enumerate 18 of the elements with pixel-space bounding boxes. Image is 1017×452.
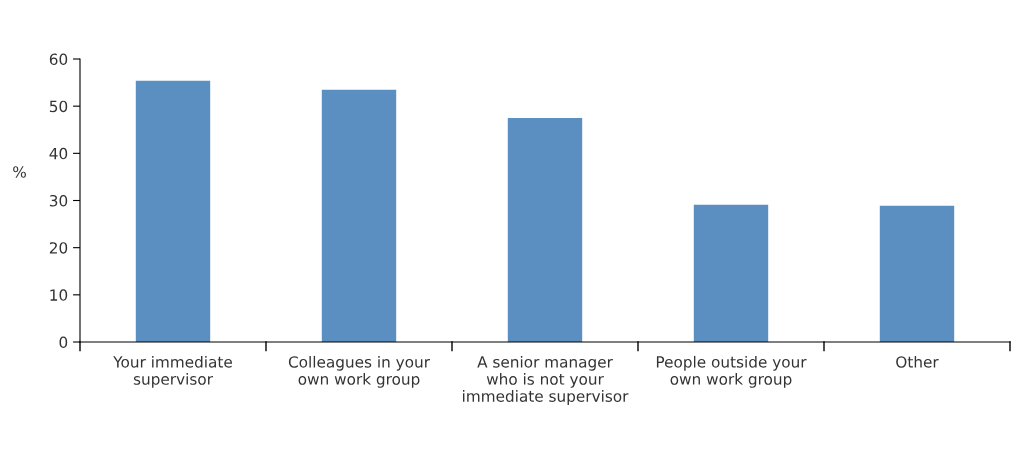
x-tick-label: Colleagues in your own work group: [288, 355, 430, 388]
x-tick-label: Other: [896, 355, 939, 368]
y-tick-label: 30: [49, 194, 68, 207]
y-tick-label: 0: [59, 336, 68, 349]
bar: [507, 117, 583, 342]
y-tick-label: 50: [49, 100, 68, 113]
x-tick-label: People outside your own work group: [656, 355, 807, 388]
x-tick-label: A senior manager who is not your immediate supervisor: [463, 355, 629, 405]
y-tick-label: 10: [50, 289, 68, 301]
bar: [693, 204, 769, 342]
y-tick-label: 60: [49, 53, 68, 66]
bar: [135, 80, 211, 342]
bar: [879, 205, 955, 342]
y-tick-label: 20: [49, 242, 68, 254]
x-tick-label: Your immediate supervisor: [113, 355, 232, 388]
bar: [321, 89, 397, 342]
y-axis-title: %: [13, 166, 26, 178]
y-tick-label: 40: [49, 147, 68, 160]
